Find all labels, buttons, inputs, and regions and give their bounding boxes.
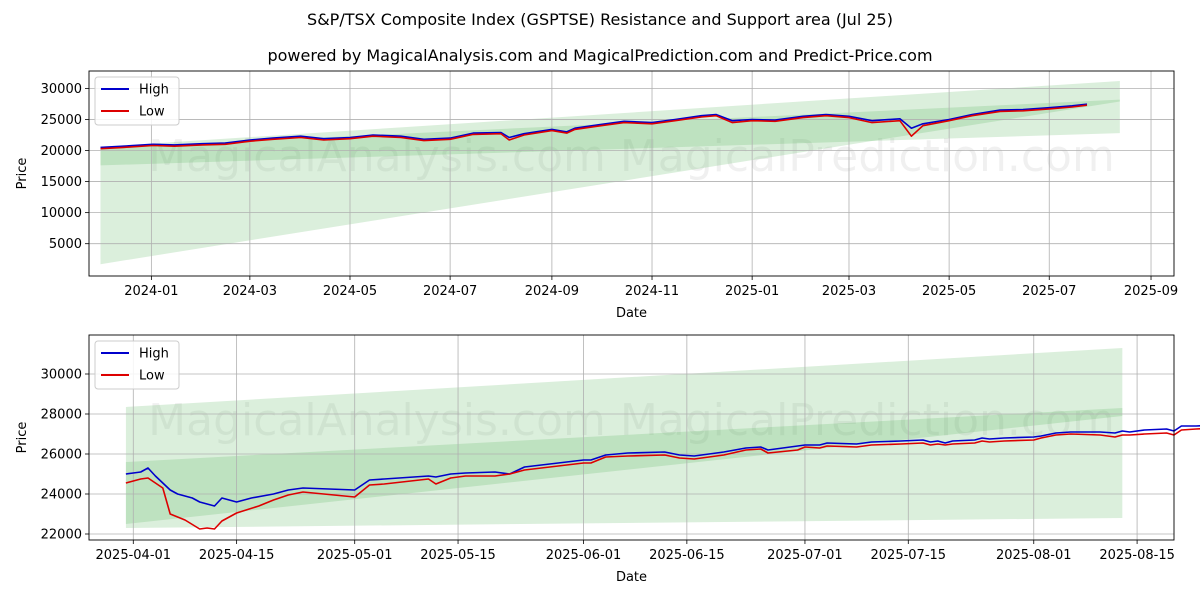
chart-panel-1: MagicalAnalysis.com MagicalPrediction.co… [15,70,1178,321]
y-tick-label: 20000 [41,144,82,159]
y-tick-label: 25000 [41,113,82,128]
x-tick-label: 2024-11 [625,284,679,299]
band-area-2 [125,408,1123,524]
y-tick-label: 10000 [41,206,82,221]
y-tick-label: 24000 [41,488,82,503]
watermark-text: MagicalAnalysis.com MagicalPrediction.co… [148,395,1115,446]
x-tick-label: 2025-05-15 [420,548,496,563]
legend-label-low: Low [139,105,165,120]
y-tick-label: 28000 [41,408,82,423]
band-area-1 [125,348,1123,528]
x-tick-label: 2025-08-01 [996,548,1072,563]
x-tick-label: 2024-07 [423,284,477,299]
series-line-low [100,104,1088,150]
y-tick-label: 30000 [41,368,82,383]
chart-subtitle: powered by MagicalAnalysis.com and Magic… [267,46,933,65]
x-tick-label: 2025-06-01 [546,548,622,563]
series-line-high [125,425,1200,507]
x-tick-label: 2025-04-15 [199,548,275,563]
chart-panel-2: MagicalAnalysis.com MagicalPrediction.co… [15,334,1200,585]
x-tick-label: 2025-07-01 [767,548,843,563]
plot-frame [88,70,1175,277]
x-tick-label: 2025-04-01 [96,548,172,563]
x-tick-label: 2025-07-15 [871,548,947,563]
x-tick-label: 2025-06-15 [649,548,725,563]
x-axis-label: Date [616,570,647,585]
y-tick-label: 5000 [49,237,82,252]
x-tick-label: 2025-01 [725,284,779,299]
x-tick-label: 2025-08-15 [1099,548,1175,563]
x-tick-label: 2025-05-01 [317,548,393,563]
x-tick-label: 2024-09 [525,284,579,299]
x-tick-label: 2024-03 [223,284,277,299]
legend: High Low [94,340,180,390]
x-tick-label: 2024-05 [323,284,377,299]
series-line-low [125,428,1200,530]
x-tick-label: 2024-01 [124,284,178,299]
series-line-high [100,103,1088,149]
y-axis-label: Price [15,158,30,190]
legend-label-low: Low [139,369,165,384]
legend: High Low [94,76,180,126]
y-tick-label: 26000 [41,448,82,463]
plot-frame [88,334,1175,541]
x-tick-label: 2025-03 [822,284,876,299]
legend-label-high: High [139,347,169,362]
x-tick-label: 2025-09 [1124,284,1178,299]
watermark-text: MagicalAnalysis.com MagicalPrediction.co… [148,131,1115,182]
x-axis-label: Date [616,306,647,321]
y-axis-label: Price [15,422,30,454]
y-tick-label: 30000 [41,82,82,97]
x-tick-label: 2025-05 [922,284,976,299]
x-tick-label: 2025-07 [1022,284,1076,299]
chart-title: S&P/TSX Composite Index (GSPTSE) Resista… [307,10,893,29]
y-tick-label: 15000 [41,175,82,190]
y-tick-label: 22000 [41,528,82,543]
legend-label-high: High [139,83,169,98]
